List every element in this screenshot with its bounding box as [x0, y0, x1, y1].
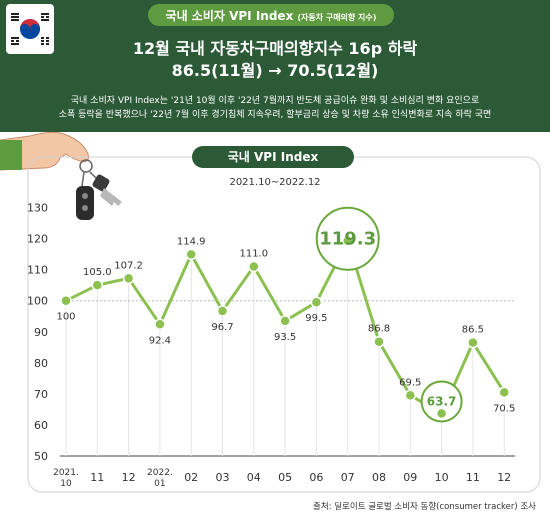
y-tick-label: 70	[34, 388, 48, 401]
data-point	[341, 234, 354, 247]
data-label: 99.5	[305, 313, 327, 324]
data-label: 63.7	[427, 394, 457, 408]
chart-title: 국내 VPI Index	[192, 146, 354, 168]
y-tick-label: 130	[27, 202, 48, 215]
data-label: 96.7	[211, 322, 233, 333]
x-tick-label: 12	[497, 471, 511, 484]
x-tick-label: 10	[60, 479, 72, 489]
y-tick-label: 90	[34, 326, 48, 339]
data-label: 86.8	[368, 324, 390, 335]
data-label: 86.5	[462, 325, 484, 336]
headline-line1: 12월 국내 자동차구매의향지수 16p 하락	[132, 39, 418, 58]
data-point	[310, 296, 323, 308]
description-line1: 국내 소비자 VPI Index는 '21년 10월 이후 '22년 7월까지 …	[70, 96, 480, 106]
data-label: 100	[56, 312, 75, 323]
data-point	[435, 407, 448, 420]
x-tick-label: 02	[184, 471, 198, 484]
x-tick-label: 07	[341, 471, 355, 484]
x-tick-label: 11	[90, 471, 104, 484]
period-label: 2021.10~2022.12	[229, 177, 321, 188]
x-tick-label: 01	[154, 479, 165, 489]
index-badge: 국내 소비자 VPI Index (자동차 구매의향 지수)	[148, 4, 394, 26]
x-tick-label: 03	[216, 471, 230, 484]
headline: 12월 국내 자동차구매의향지수 16p 하락 86.5(11월) → 70.5…	[60, 38, 490, 82]
data-point	[91, 279, 104, 291]
korean-flag-icon	[6, 4, 54, 54]
y-tick-label: 80	[34, 357, 48, 370]
data-point	[498, 386, 510, 399]
y-tick-label: 120	[27, 233, 48, 246]
data-point	[122, 272, 135, 285]
data-point	[248, 260, 260, 273]
y-tick-label: 60	[34, 419, 48, 432]
data-label: 119.3	[319, 229, 376, 250]
data-point	[216, 305, 229, 317]
highlight-circle	[420, 380, 463, 423]
x-tick-label: 05	[278, 471, 292, 484]
x-tick-label: 04	[247, 471, 261, 484]
source-note: 출처: 딜로이트 글로벌 소비자 동향(consumer tracker) 조사	[313, 502, 536, 512]
headline-line2: 86.5(11월) → 70.5(12월)	[171, 61, 379, 80]
description-line2: 소폭 등락을 반복했으나 '22년 7월 이후 경기침체 지속우려, 할부금리 …	[58, 110, 492, 120]
data-point	[404, 389, 417, 402]
data-label: 114.9	[177, 236, 206, 247]
y-tick-label: 100	[27, 295, 48, 308]
y-tick-label: 110	[27, 264, 48, 277]
data-point	[60, 294, 72, 307]
data-point	[467, 336, 479, 349]
data-label: 70.5	[493, 403, 515, 414]
data-point	[373, 335, 385, 348]
badge-subtitle: (자동차 구매의향 지수)	[297, 13, 377, 22]
data-label: 69.5	[399, 377, 421, 388]
data-point	[185, 248, 197, 261]
data-label: 93.5	[274, 332, 296, 343]
data-label: 105.0	[83, 267, 112, 278]
data-label: 92.4	[149, 335, 171, 346]
badge-title: 국내 소비자 VPI Index	[165, 9, 294, 23]
x-tick-label: 10	[435, 471, 449, 484]
x-tick-label: 11	[466, 471, 480, 484]
x-tick-label: 09	[403, 471, 417, 484]
x-tick-label: 2021.	[53, 468, 79, 478]
description: 국내 소비자 VPI Index는 '21년 10월 이후 '22년 7월까지 …	[40, 94, 510, 122]
hand-with-car-keys-icon	[0, 131, 122, 220]
x-tick-label: 12	[122, 471, 136, 484]
x-tick-label: 08	[372, 471, 386, 484]
data-label: 107.2	[114, 260, 143, 271]
data-label: 111.0	[239, 249, 268, 260]
x-tick-label: 06	[309, 471, 323, 484]
data-point	[279, 315, 291, 327]
y-tick-label: 50	[34, 450, 48, 463]
data-point	[154, 318, 166, 331]
x-tick-label: 2022.	[147, 468, 173, 478]
